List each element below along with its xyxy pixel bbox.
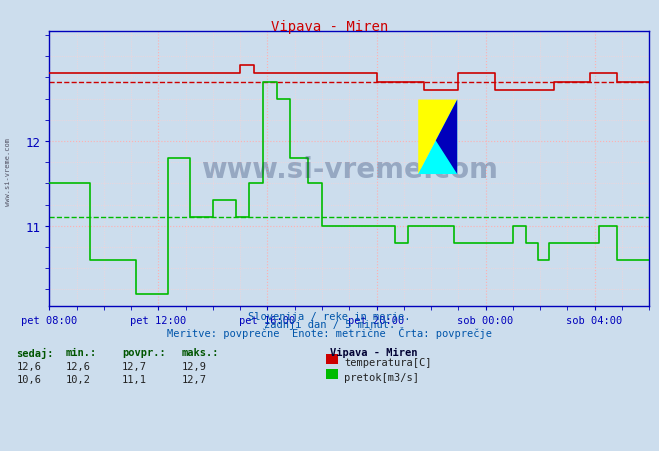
Text: 12,7: 12,7 — [122, 361, 147, 371]
Polygon shape — [418, 100, 457, 175]
Text: Vipava - Miren: Vipava - Miren — [271, 20, 388, 34]
Text: zadnji dan / 5 minut.: zadnji dan / 5 minut. — [264, 319, 395, 329]
Text: pretok[m3/s]: pretok[m3/s] — [344, 372, 419, 382]
Text: 12,9: 12,9 — [181, 361, 206, 371]
Text: 10,6: 10,6 — [16, 374, 42, 384]
Text: Slovenija / reke in morje.: Slovenija / reke in morje. — [248, 311, 411, 321]
Text: www.si-vreme.com: www.si-vreme.com — [201, 155, 498, 183]
Text: 12,7: 12,7 — [181, 374, 206, 384]
Polygon shape — [436, 100, 457, 175]
Polygon shape — [418, 100, 457, 175]
Text: 11,1: 11,1 — [122, 374, 147, 384]
Text: 12,6: 12,6 — [16, 361, 42, 371]
Text: povpr.:: povpr.: — [122, 347, 165, 357]
Text: Meritve: povprečne  Enote: metrične  Črta: povprečje: Meritve: povprečne Enote: metrične Črta:… — [167, 327, 492, 339]
Text: min.:: min.: — [66, 347, 97, 357]
Text: Vipava - Miren: Vipava - Miren — [330, 347, 417, 357]
Text: 10,2: 10,2 — [66, 374, 91, 384]
Text: www.si-vreme.com: www.si-vreme.com — [5, 138, 11, 205]
Text: maks.:: maks.: — [181, 347, 219, 357]
Text: temperatura[C]: temperatura[C] — [344, 358, 432, 368]
Text: 12,6: 12,6 — [66, 361, 91, 371]
Text: sedaj:: sedaj: — [16, 347, 54, 358]
